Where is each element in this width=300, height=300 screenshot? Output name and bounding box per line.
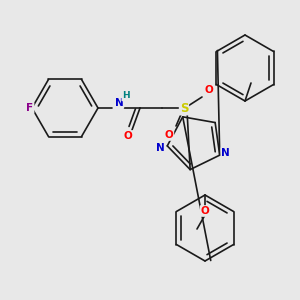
Text: O: O <box>205 85 213 95</box>
Text: N: N <box>156 143 165 153</box>
Text: N: N <box>115 98 123 108</box>
Text: N: N <box>221 148 230 158</box>
Text: O: O <box>201 206 209 216</box>
Text: H: H <box>122 92 130 100</box>
Text: O: O <box>124 131 132 141</box>
Text: S: S <box>180 101 188 115</box>
Text: F: F <box>26 103 34 113</box>
Text: O: O <box>165 130 173 140</box>
